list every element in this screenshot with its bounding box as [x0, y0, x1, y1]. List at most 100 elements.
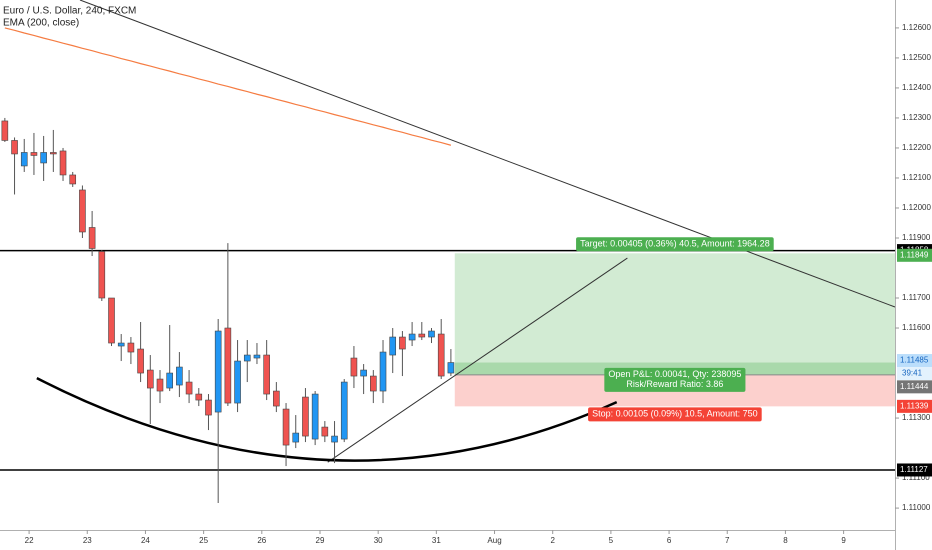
y-tick-label: 1.11000	[902, 503, 931, 512]
trend-line	[327, 257, 628, 463]
x-tick-label: 2	[550, 536, 555, 545]
price-label: 1.11849	[900, 250, 929, 259]
x-tick-label: 31	[432, 536, 441, 545]
x-tick-label: Aug	[487, 536, 501, 545]
candle-body	[321, 426, 329, 437]
y-tick-label: 1.12200	[902, 143, 931, 152]
price-label-bg	[897, 248, 932, 262]
y-tick-label: 1.12100	[902, 173, 931, 182]
candle-body	[146, 369, 154, 389]
price-label-bg	[897, 399, 932, 413]
candle-body	[69, 174, 77, 185]
symbol-title: Euro / U.S. Dollar, 240, FXCM	[3, 6, 136, 17]
y-tick-label: 1.12600	[902, 23, 931, 32]
candle-body	[176, 366, 183, 386]
candle-body	[127, 342, 135, 353]
price-label-bg	[897, 354, 932, 368]
x-tick-label: 7	[725, 536, 730, 545]
trend-line	[79, 0, 896, 308]
candle-body	[399, 336, 406, 350]
candle-body	[243, 354, 251, 362]
price-axis-bg	[896, 0, 932, 550]
candle-body	[214, 330, 222, 413]
target-label: Target: 0.00405 (0.36%) 40.5, Amount: 19…	[576, 237, 774, 252]
candle-body	[292, 432, 300, 443]
y-tick-label: 1.11900	[902, 233, 931, 242]
ema-line	[4, 27, 452, 146]
indicator-legend: EMA (200, close)	[3, 18, 79, 29]
x-tick-label: 26	[257, 536, 266, 545]
candle-body	[340, 381, 348, 440]
candle-body	[350, 357, 358, 377]
target-label-bg	[576, 237, 774, 252]
x-tick-label: 23	[83, 536, 92, 545]
candle-body	[273, 390, 280, 407]
arc-drawing	[36, 377, 618, 462]
candle-body	[263, 354, 270, 395]
candle-body	[108, 297, 115, 344]
candle-body	[195, 393, 203, 401]
candle-body	[224, 327, 232, 404]
countdown: 39:41	[902, 369, 923, 378]
candle-body	[59, 150, 67, 176]
candle-body	[11, 140, 18, 155]
candle-body	[50, 152, 57, 155]
y-tick-label: 1.11600	[902, 323, 931, 332]
target-label-text: Target: 0.00405 (0.36%) 40.5, Amount: 19…	[580, 239, 770, 249]
candle-body	[447, 362, 455, 374]
candle-body	[360, 369, 367, 377]
candle-body	[117, 342, 125, 347]
price-label-bg	[897, 380, 932, 394]
x-tick-label: 6	[667, 536, 672, 545]
y-tick-label: 1.11100	[902, 473, 930, 482]
pnl-label-text: Risk/Reward Ratio: 3.86	[626, 379, 723, 389]
candle-body	[428, 330, 435, 338]
x-tick-label: 22	[25, 536, 34, 545]
x-tick-label: 5	[609, 536, 614, 545]
candle-body	[302, 396, 309, 437]
pnl-label-text: Open P&L: 0.00041, Qty: 238095	[608, 369, 741, 379]
candle-body	[30, 152, 38, 156]
x-tick-label: 30	[374, 536, 383, 545]
candle-body	[408, 333, 416, 341]
price-label: 1.11485	[900, 356, 929, 365]
x-tick-label: 29	[316, 536, 325, 545]
candle-body	[437, 333, 445, 377]
candle-body	[79, 189, 86, 233]
pnl-label: Open P&L: 0.00041, Qty: 238095Risk/Rewar…	[604, 367, 746, 392]
time-axis-bg	[0, 531, 895, 550]
pnl-label-bg	[604, 367, 746, 392]
price-label: 1.11339	[900, 401, 929, 410]
price-label: 1.11444	[900, 382, 929, 391]
candle-body	[282, 408, 290, 446]
candle-body	[20, 152, 28, 167]
candle-body	[1, 120, 9, 141]
y-tick-label: 1.12300	[902, 113, 931, 122]
candle-body	[234, 360, 241, 404]
x-tick-label: 9	[841, 536, 846, 545]
candle-body	[311, 393, 319, 440]
candle-body	[331, 435, 338, 443]
candle-body	[379, 351, 387, 392]
x-tick-label: 25	[199, 536, 208, 545]
candle-body	[418, 333, 426, 338]
target-zone	[454, 253, 895, 375]
candle-body	[88, 227, 96, 249]
y-tick-label: 1.12000	[902, 203, 931, 212]
y-tick-label: 1.11700	[902, 293, 931, 302]
countdown-bg	[897, 367, 932, 381]
stop-label-text: Stop: 0.00105 (0.09%) 10.5, Amount: 750	[592, 409, 758, 419]
y-tick-label: 1.12400	[902, 83, 931, 92]
price-label: 1.11127	[900, 465, 928, 474]
candle-body	[205, 399, 212, 416]
x-tick-label: 8	[783, 536, 788, 545]
candle-body	[389, 336, 397, 356]
candle-body	[370, 375, 377, 392]
candle-body	[98, 251, 106, 299]
stop-label: Stop: 0.00105 (0.09%) 10.5, Amount: 750	[588, 407, 762, 422]
candle-body	[40, 152, 47, 164]
candle-body	[253, 354, 261, 359]
stop-label-bg	[588, 407, 762, 422]
